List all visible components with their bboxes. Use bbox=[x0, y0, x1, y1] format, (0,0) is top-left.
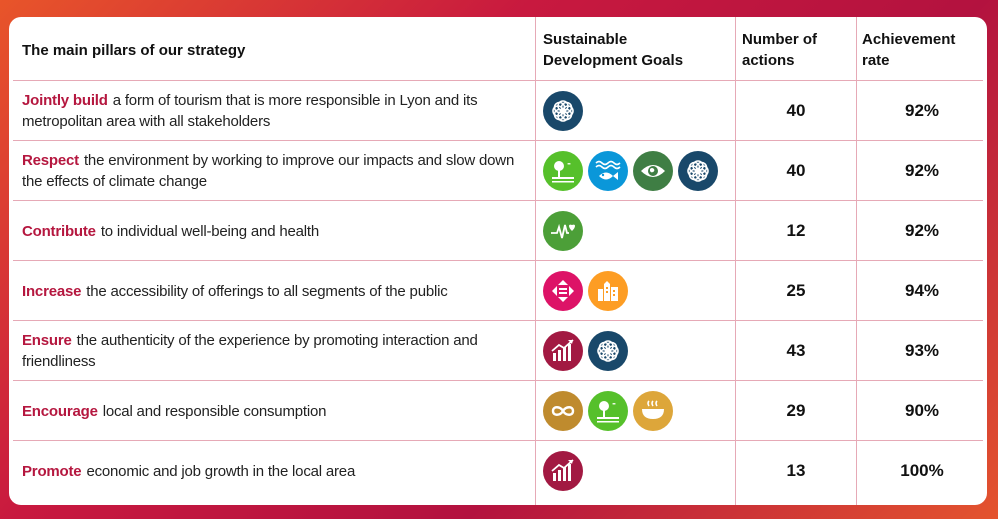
row-divider bbox=[13, 260, 983, 261]
partnership-flower-icon bbox=[588, 331, 628, 371]
climate-action-eye-icon bbox=[633, 151, 673, 191]
achievement-rate: 94% bbox=[904, 281, 940, 300]
actions-count: 29 bbox=[786, 401, 806, 420]
sdg-icons bbox=[543, 321, 633, 381]
life-on-land-icon bbox=[543, 151, 583, 191]
table-row: Jointly build a form of tourism that is m… bbox=[9, 81, 987, 141]
header-pillars: The main pillars of our strategy bbox=[22, 42, 246, 59]
table-row: Promote economic and job growth in the lo… bbox=[9, 441, 987, 501]
actions-count: 43 bbox=[786, 341, 806, 360]
column-divider bbox=[535, 17, 536, 505]
pillar-cell: Jointly build a form of tourism that is m… bbox=[22, 81, 522, 141]
actions-count: 12 bbox=[786, 221, 806, 240]
header-actions-line1: Number of bbox=[742, 31, 817, 48]
row-divider bbox=[13, 440, 983, 441]
column-divider bbox=[856, 17, 857, 505]
achievement-rate: 92% bbox=[904, 221, 940, 240]
actions-count: 40 bbox=[786, 161, 806, 180]
partnership-flower-icon bbox=[678, 151, 718, 191]
pillar-keyword: Ensure bbox=[22, 332, 72, 349]
table-row: Encourage local and responsible consumpti… bbox=[9, 381, 987, 441]
header-rate: Achievement rate bbox=[862, 29, 955, 71]
sdg-icons bbox=[543, 381, 678, 441]
row-divider bbox=[13, 320, 983, 321]
actions-count: 13 bbox=[786, 461, 806, 480]
pillar-text: economic and job growth in the local are… bbox=[86, 462, 356, 480]
pillar-cell: Ensure the authenticity of the experience… bbox=[22, 321, 522, 381]
sdg-icons bbox=[543, 81, 588, 141]
header-sdg-line1: Sustainable bbox=[543, 31, 628, 48]
pillar-keyword: Contribute bbox=[22, 222, 96, 240]
pillar-cell: Promote economic and job growth in the lo… bbox=[22, 441, 522, 501]
achievement-rate: 93% bbox=[904, 341, 940, 360]
row-divider bbox=[13, 80, 983, 81]
achievement-rate: 92% bbox=[904, 101, 940, 120]
table-row: Increase the accessibility of offerings t… bbox=[9, 261, 987, 321]
achievement-rate: 92% bbox=[904, 161, 940, 180]
table-grid bbox=[9, 17, 987, 505]
economic-growth-icon bbox=[543, 331, 583, 371]
partnership-flower-icon bbox=[543, 91, 583, 131]
good-health-icon bbox=[543, 211, 583, 251]
pillar-cell: Increase the accessibility of offerings t… bbox=[22, 261, 522, 321]
zero-hunger-icon bbox=[633, 391, 673, 431]
table-row: Ensure the authenticity of the experience… bbox=[9, 321, 987, 381]
pillar-keyword: Promote bbox=[22, 462, 82, 480]
responsible-consumption-icon bbox=[543, 391, 583, 431]
pillar-text: a form of tourism that is more responsib… bbox=[22, 92, 478, 130]
pillar-keyword: Respect bbox=[22, 152, 79, 169]
reduced-inequalities-icon bbox=[543, 271, 583, 311]
pillar-text: local and responsible consumption bbox=[102, 402, 327, 420]
life-below-water-icon bbox=[588, 151, 628, 191]
header-actions: Number of actions bbox=[742, 29, 817, 71]
header-rate-line2: rate bbox=[862, 52, 890, 69]
sdg-icons bbox=[543, 141, 723, 201]
header-sdg: Sustainable Development Goals bbox=[543, 29, 683, 71]
sdg-icons bbox=[543, 261, 633, 321]
pillar-text: the accessibility of offerings to all se… bbox=[86, 282, 448, 300]
header-rate-line1: Achievement bbox=[862, 31, 956, 48]
sdg-icons bbox=[543, 441, 588, 501]
pillar-cell: Respect the environment by working to imp… bbox=[22, 141, 522, 201]
actions-count: 40 bbox=[786, 101, 806, 120]
life-on-land-icon bbox=[588, 391, 628, 431]
pillar-keyword: Encourage bbox=[22, 402, 98, 420]
pillar-text: the authenticity of the experience by pr… bbox=[22, 332, 478, 370]
achievement-rate: 100% bbox=[900, 461, 944, 480]
strategy-table: The main pillars of our strategy Sustain… bbox=[9, 17, 987, 505]
header-sdg-line2: Development Goals bbox=[543, 52, 684, 69]
row-divider bbox=[13, 380, 983, 381]
pillar-cell: Contribute to individual well-being and h… bbox=[22, 201, 522, 261]
row-divider bbox=[13, 140, 983, 141]
sustainable-cities-icon bbox=[588, 271, 628, 311]
pillar-keyword: Increase bbox=[22, 282, 82, 300]
row-divider bbox=[13, 200, 983, 201]
pillar-keyword: Jointly build bbox=[22, 92, 108, 109]
pillar-cell: Encourage local and responsible consumpti… bbox=[22, 381, 522, 441]
pillar-text: to individual well-being and health bbox=[100, 222, 319, 240]
table-row: Contribute to individual well-being and h… bbox=[9, 201, 987, 261]
table-row: Respect the environment by working to imp… bbox=[9, 141, 987, 201]
economic-growth-icon bbox=[543, 451, 583, 491]
achievement-rate: 90% bbox=[904, 401, 940, 420]
sdg-icons bbox=[543, 201, 588, 261]
pillar-text: the environment by working to improve ou… bbox=[22, 152, 515, 190]
header-actions-line2: actions bbox=[742, 52, 795, 69]
column-divider bbox=[735, 17, 736, 505]
actions-count: 25 bbox=[786, 281, 806, 300]
